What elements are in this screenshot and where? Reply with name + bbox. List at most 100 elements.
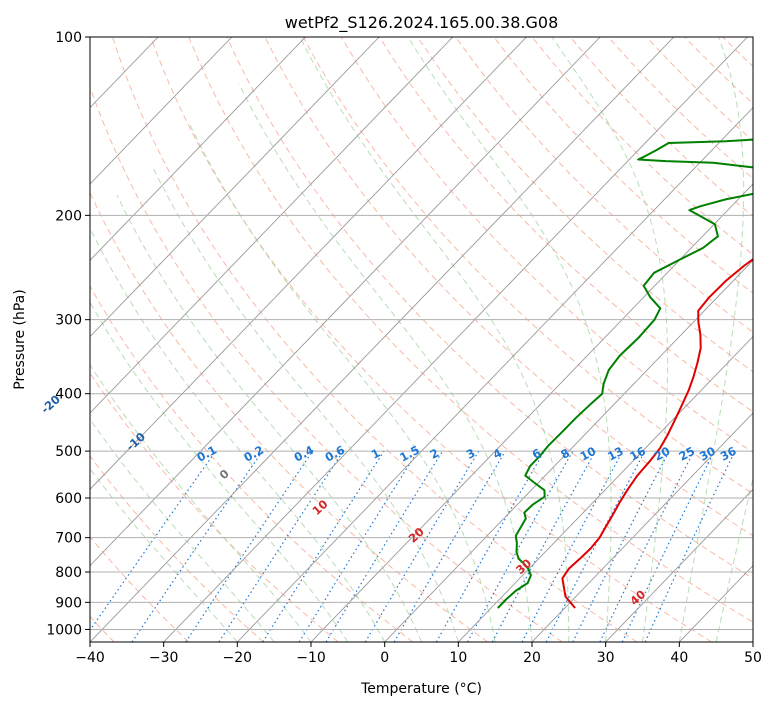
- dry-adiabat-label: 10: [309, 497, 330, 518]
- y-tick-label: 200: [55, 208, 82, 224]
- y-axis: 100 200 300 400 500 600 700 800 900 1000: [46, 30, 90, 638]
- mixing-ratio-line: [545, 450, 646, 642]
- dry-adiabat-line: [264, 37, 753, 537]
- mixing-ratio-line: [572, 450, 670, 642]
- mixing-ratio-line: [491, 450, 597, 642]
- isotherm-line: [90, 37, 527, 490]
- moist-adiabat-line: [551, 37, 669, 642]
- isotherm-line: [90, 37, 454, 414]
- isotherm-line: [384, 259, 753, 642]
- x-tick-label: 30: [597, 650, 615, 666]
- x-tick-label: −20: [223, 650, 253, 666]
- isotherm-line: [90, 37, 675, 642]
- x-axis: −40 −30 −20 −10 0 10 20 30 40 50: [75, 642, 762, 666]
- background-lines: [0, 37, 775, 642]
- isotherm-line: [752, 641, 753, 642]
- mixing-ratio-label: 2: [428, 446, 442, 462]
- mixing-ratio-label: 20: [652, 444, 673, 464]
- x-tick-label: −40: [75, 650, 105, 666]
- mixing-ratio-line: [521, 450, 624, 642]
- mixing-ratio-line: [131, 450, 264, 642]
- mixing-ratio-line: [298, 450, 419, 642]
- isotherm-line: [531, 412, 753, 642]
- dry-adiabat-line: [90, 85, 563, 642]
- x-axis-label: Temperature (°C): [360, 681, 482, 697]
- x-tick-label: 20: [523, 650, 541, 666]
- mixing-ratio-label: 1.5: [397, 443, 422, 465]
- mixing-ratio-line: [466, 450, 574, 642]
- x-tick-label: −10: [296, 650, 326, 666]
- y-tick-label: 900: [55, 595, 82, 611]
- line-labels: 0.10.20.40.611.52346810131620253036-100-…: [38, 392, 739, 608]
- dry-adiabat-line: [112, 37, 638, 642]
- dry-adiabat-line: [455, 37, 753, 333]
- dry-adiabat-line: [150, 37, 712, 642]
- mixing-ratio-line: [644, 450, 736, 642]
- mixing-ratio-line: [218, 450, 344, 642]
- dry-adiabat-label: 40: [627, 587, 648, 608]
- x-tick-label: 40: [670, 650, 688, 666]
- x-tick-label: 0: [380, 650, 389, 666]
- profile-lines: [497, 138, 753, 609]
- mixing-ratio-label: 13: [605, 444, 626, 464]
- isotherm-line: [605, 488, 753, 642]
- moist-adiabat-line: [299, 37, 570, 642]
- mixing-ratio-line: [90, 450, 217, 632]
- moist-adiabat-line: [238, 83, 533, 642]
- dry-adiabat-line: [188, 37, 753, 623]
- dewpoint-profile-line: [497, 138, 753, 609]
- moist-adiabat-line: [678, 37, 745, 642]
- dry-adiabat-line: [761, 37, 775, 642]
- dry-adiabat-line: [493, 37, 753, 294]
- isotherm-line: [237, 106, 753, 642]
- mixing-ratio-label: 25: [676, 444, 697, 464]
- mixing-ratio-line: [364, 450, 480, 642]
- dry-adiabat-line: [417, 37, 753, 373]
- y-tick-label: 300: [55, 313, 82, 329]
- dry-adiabat-line: [340, 37, 753, 454]
- dry-adiabat-line: [684, 37, 753, 105]
- dry-adiabat-line: [90, 285, 414, 642]
- isotherm-line: [90, 37, 306, 261]
- y-tick-label: 800: [55, 565, 82, 581]
- plot-frame: [89, 36, 754, 643]
- dry-adiabat-label: 20: [406, 524, 427, 545]
- mixing-ratio-label: 0.6: [323, 443, 348, 465]
- y-tick-label: 400: [55, 387, 82, 403]
- mixing-ratio-line: [185, 450, 314, 642]
- moist-adiabat-line: [90, 418, 275, 642]
- dry-adiabat-line: [90, 191, 488, 642]
- moist-adiabat-line: [90, 467, 238, 642]
- mixing-ratio-line: [621, 450, 715, 642]
- temperature-profile-line: [561, 258, 753, 609]
- mixing-ratio-line: [325, 450, 444, 642]
- y-tick-label: 500: [55, 444, 82, 460]
- mixing-ratio-label: 36: [718, 444, 739, 464]
- dry-adiabat-line: [90, 455, 264, 642]
- y-tick-label: 100: [55, 30, 82, 46]
- x-tick-label: 50: [744, 650, 762, 666]
- y-tick-label: 600: [55, 491, 82, 507]
- moist-adiabat-line: [188, 123, 496, 642]
- isotherm-line: [163, 37, 748, 642]
- mixing-ratio-label: 16: [627, 444, 648, 464]
- x-tick-label: 10: [449, 650, 467, 666]
- mixing-ratio-line: [599, 450, 695, 642]
- moist-adiabat-line: [407, 37, 612, 642]
- mixing-ratio-label: 3: [464, 446, 478, 462]
- isotherm-line: [310, 183, 753, 642]
- y-tick-label: 700: [55, 531, 82, 547]
- mixing-ratio-label: 4: [491, 446, 505, 462]
- isotherm-line: [0, 37, 11, 642]
- mixing-ratio-label: 0.4: [292, 443, 317, 465]
- mixing-ratio-label: 0.2: [241, 443, 266, 465]
- dry-adiabat-line: [302, 37, 753, 495]
- x-tick-label: −30: [149, 650, 179, 666]
- mixing-ratio-label: 1: [369, 446, 383, 462]
- isotherm-line: [458, 335, 753, 642]
- mixing-ratio-label: 10: [578, 444, 599, 464]
- moist-adiabat-line: [90, 301, 349, 642]
- mixing-ratio-label: 30: [697, 444, 718, 464]
- isotherm-line: [90, 37, 233, 185]
- dry-adiabat-line: [569, 37, 753, 217]
